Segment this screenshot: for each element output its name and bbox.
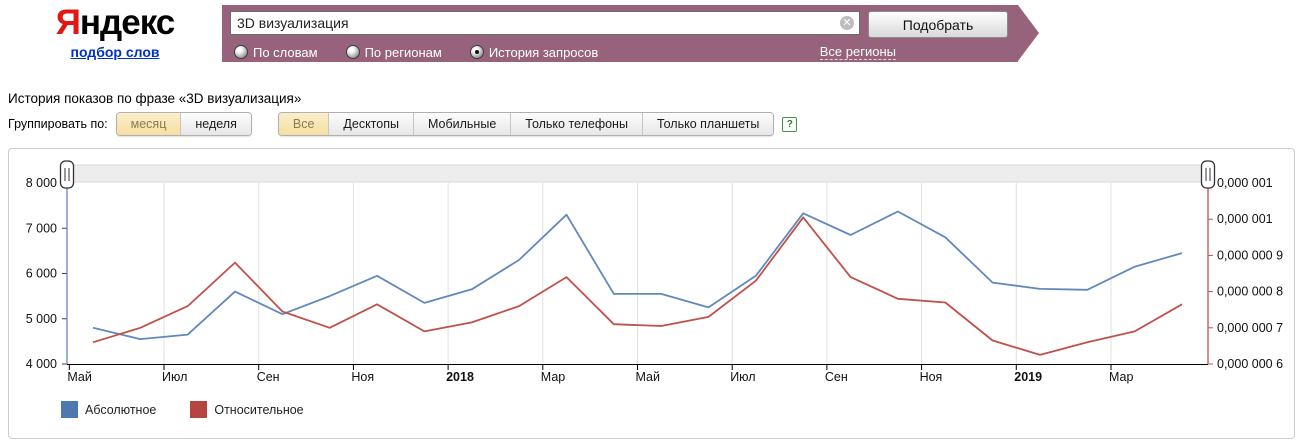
- x-axis-label: Май: [636, 370, 661, 384]
- chart-legend: Абсолютное Относительное: [61, 401, 338, 418]
- tab-label: По регионам: [364, 44, 442, 60]
- device-phones-only-button[interactable]: Только телефоны: [510, 113, 642, 135]
- groupby-week-button[interactable]: неделя: [180, 113, 251, 135]
- tab-by-words[interactable]: По словам: [234, 45, 318, 60]
- device-all-button[interactable]: Все: [278, 113, 329, 135]
- x-axis-label: 2018: [446, 370, 474, 384]
- legend-swatch-icon: [61, 401, 78, 418]
- y-left-label: 6 000: [26, 267, 57, 281]
- group-by-switch: месяц неделя: [115, 112, 252, 136]
- all-regions-link[interactable]: Все регионы: [819, 44, 896, 60]
- y-right-label: 0,000 000 6: [1217, 357, 1283, 371]
- tab-by-regions[interactable]: По регионам: [345, 44, 442, 60]
- search-input-wrap: ✕: [230, 11, 860, 35]
- range-slider-track: [62, 164, 1215, 183]
- radio-icon[interactable]: [345, 45, 360, 59]
- chart-panel: Май Июл Сен Ноя 2018 Мар Май Июл Сен Ноя 2019 Мар 8 …: [8, 148, 1295, 439]
- groupby-month-button[interactable]: месяц: [116, 113, 181, 135]
- search-input[interactable]: [230, 11, 860, 35]
- slider-handle-right[interactable]: [1200, 160, 1216, 189]
- x-axis-label: Ноя: [351, 370, 374, 384]
- y-left-label: 5 000: [26, 312, 57, 326]
- y-right-label: 0,000 000 7: [1217, 321, 1283, 335]
- search-bar: ✕ Подобрать По словам По регионам История …: [222, 5, 1039, 62]
- y-left-label: 4 000: [26, 357, 57, 371]
- yandex-logo: Яндекс подбор слов: [30, 4, 200, 62]
- controls-row: Группировать по: месяц неделя Все Десктопы…: [8, 112, 798, 136]
- y-right-label: 0,000 001: [1217, 212, 1273, 226]
- device-filter-switch: Все Десктопы Мобильные Только телефоны Тольк…: [277, 112, 775, 136]
- x-axis-label: Май: [67, 370, 92, 384]
- y-right-label: 0,000 000 8: [1217, 285, 1283, 299]
- device-tablets-only-button[interactable]: Только планшеты: [641, 113, 774, 135]
- x-axis-label: Мар: [1109, 370, 1134, 384]
- help-icon[interactable]: ?: [782, 116, 798, 132]
- group-by-label: Группировать по:: [8, 117, 108, 131]
- clear-input-icon[interactable]: ✕: [840, 16, 854, 30]
- submit-button[interactable]: Подобрать: [868, 11, 1008, 38]
- x-axis-label: 2019: [1014, 370, 1042, 384]
- x-axis-label: Июл: [730, 370, 755, 384]
- legend-label: Абсолютное: [85, 402, 157, 417]
- tab-label: По словам: [253, 44, 318, 60]
- x-axis-label: Июл: [162, 370, 187, 384]
- legend-item-absolute[interactable]: Абсолютное: [61, 401, 156, 418]
- history-chart: Май Июл Сен Ноя 2018 Мар Май Июл Сен Ноя 2019 Мар 8 …: [26, 160, 1283, 384]
- search-mode-tabs: По словам По регионам История запросов: [234, 44, 598, 60]
- logo-letters-rest: ндекс: [79, 3, 175, 42]
- tab-query-history[interactable]: История запросов: [469, 44, 599, 60]
- logo-letter-ya: Я: [55, 3, 81, 42]
- legend-swatch-icon: [190, 401, 208, 418]
- y-left-label: 7 000: [26, 221, 57, 235]
- device-desktop-button[interactable]: Десктопы: [328, 113, 413, 135]
- x-axis-label: Ноя: [920, 370, 943, 384]
- x-axis-label: Сен: [825, 370, 848, 384]
- legend-item-relative[interactable]: Относительное: [190, 401, 304, 418]
- x-axis-label: Мар: [541, 370, 566, 384]
- wordstat-link[interactable]: подбор слов: [70, 44, 160, 60]
- tab-label: История запросов: [488, 44, 599, 60]
- series-line-relative: [92, 216, 1183, 356]
- device-mobile-button[interactable]: Мобильные: [412, 113, 511, 135]
- radio-icon[interactable]: [234, 45, 248, 59]
- x-axis-label: Сен: [257, 370, 280, 384]
- yandex-logo-text[interactable]: Яндекс: [30, 4, 200, 42]
- series-line-absolute: [92, 210, 1183, 341]
- radio-icon[interactable]: [469, 45, 484, 59]
- page-title: История показов по фразе «3D визуализаци…: [8, 91, 302, 106]
- y-right-label: 0,000 001: [1217, 176, 1273, 190]
- slider-handle-left[interactable]: [59, 160, 75, 189]
- y-left-label: 8 000: [26, 176, 57, 190]
- legend-label: Относительное: [214, 402, 304, 417]
- y-right-label: 0,000 000 9: [1217, 248, 1283, 262]
